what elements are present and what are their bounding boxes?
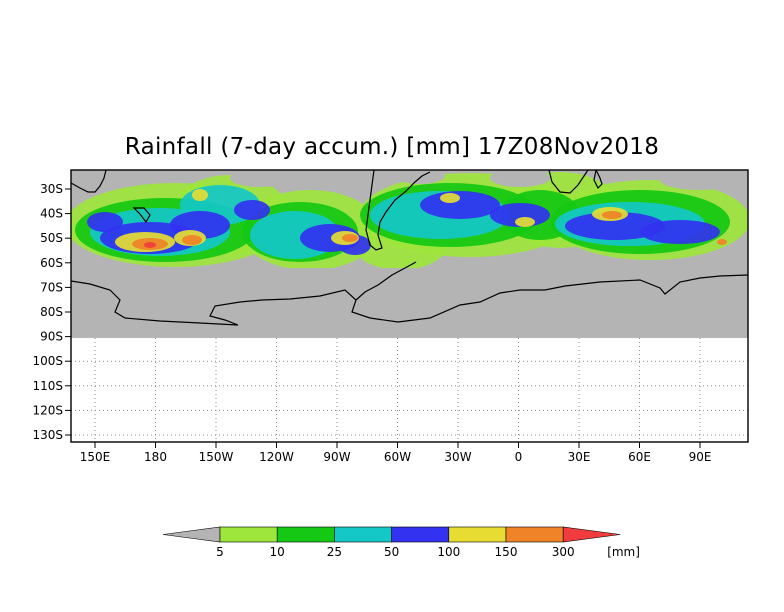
rainfall-field (71, 170, 748, 338)
antarctic-peninsula (355, 261, 417, 301)
lon-tick-label: 150E (80, 450, 111, 464)
colorbar-segment (505, 526, 564, 543)
rain-cell (420, 191, 500, 219)
colorbar-label: 25 (327, 545, 342, 559)
colorbar-label: 100 (437, 545, 460, 559)
lon-tick-label: 180 (144, 450, 167, 464)
lat-tick-label: 120S (32, 403, 63, 417)
lon-tick-label: 90E (689, 450, 712, 464)
australia-coastline (71, 170, 107, 193)
colorbar-segment (448, 526, 507, 543)
latitude-axis: 30S 40S 50S 60S 70S 80S 90S 100S 110S 120S 130S (32, 182, 71, 442)
lat-tick-label: 50S (40, 231, 63, 245)
colorbar-label: 150 (495, 545, 518, 559)
colorbar-segment (276, 526, 335, 543)
lat-tick-label: 30S (40, 182, 63, 196)
colorbar-segment (219, 526, 278, 543)
lon-tick-label: 90W (323, 450, 350, 464)
lon-tick-label: 150W (199, 450, 234, 464)
lat-tick-label: 40S (40, 207, 63, 221)
rain-cell (144, 242, 156, 248)
map-title: Rainfall (7-day accum.) [mm] 17Z08Nov201… (124, 134, 660, 160)
lon-tick-label: 120W (259, 450, 294, 464)
new-zealand-coastline (132, 207, 151, 224)
lat-tick-label: 80S (40, 305, 63, 319)
rain-cell (565, 212, 665, 240)
rain-cell (602, 211, 622, 219)
lat-tick-label: 130S (32, 428, 63, 442)
colorbar-unit: [mm] (607, 545, 640, 559)
grid-lines (71, 338, 748, 442)
lat-tick-label: 90S (40, 330, 63, 344)
lat-tick-label: 110S (32, 379, 63, 393)
colorbar-high-arrow (562, 526, 621, 543)
rain-cell (717, 239, 727, 245)
madagascar-coastline (593, 170, 603, 190)
colorbar-label: 300 (552, 545, 575, 559)
colorbar: 5 10 25 50 100 150 300 [mm] (162, 526, 640, 559)
rain-cell (490, 203, 550, 227)
map-frame (70, 169, 749, 443)
africa-coastline (548, 170, 589, 194)
rain-cell (440, 193, 460, 203)
colorbar-low-arrow (162, 526, 221, 543)
colorbar-segment (334, 526, 392, 543)
lat-tick-label: 70S (40, 280, 63, 294)
lat-tick-label: 60S (40, 256, 63, 270)
lon-tick-label: 0 (515, 450, 523, 464)
colorbar-label: 10 (270, 545, 285, 559)
lat-tick-label: 100S (32, 354, 63, 368)
longitude-axis: 150E 180 150W 120W 90W 60W 30W 0 30E 60E 90E (80, 442, 712, 464)
rain-cell (640, 220, 720, 244)
lon-tick-label: 60E (628, 450, 651, 464)
antarctica-coastline (71, 274, 748, 326)
rain-cell (515, 217, 535, 227)
colorbar-label: 5 (216, 545, 224, 559)
colorbar-label: 50 (384, 545, 399, 559)
lon-tick-label: 30E (568, 450, 591, 464)
rain-cell (234, 200, 270, 220)
rain-cell (192, 189, 208, 201)
rain-cell (342, 234, 358, 242)
lon-tick-label: 60W (384, 450, 411, 464)
colorbar-segment (391, 526, 450, 543)
rain-cell (87, 212, 123, 232)
south-america-coastline (365, 170, 431, 251)
lon-tick-label: 30W (444, 450, 471, 464)
rain-cell (182, 235, 202, 245)
coastlines (71, 170, 748, 326)
